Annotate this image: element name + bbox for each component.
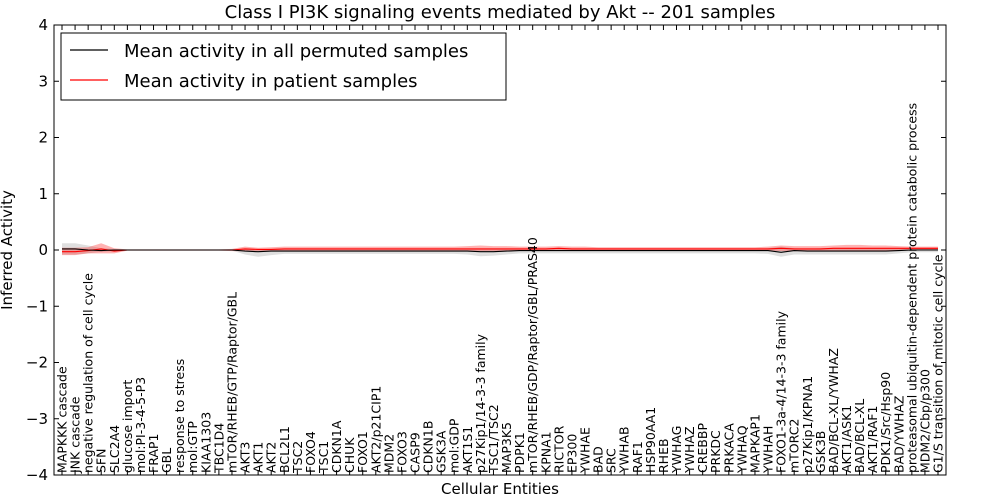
x-tick-label: TBC1D4	[211, 423, 226, 474]
x-tick-label: CASP9	[408, 432, 423, 473]
y-axis-label: Inferred Activity	[0, 190, 16, 310]
legend-box	[60, 32, 507, 101]
y-tick-label: 2	[38, 129, 48, 147]
x-tick-label: MAP3K5	[499, 422, 514, 473]
x-tick-label: PDK1/Src/Hsp90	[878, 372, 893, 473]
legend: Mean activity in all permuted samples Me…	[60, 32, 507, 101]
chart-title: Class I PI3K signaling events mediated b…	[225, 2, 776, 23]
x-tick-label: CDKN1B	[421, 421, 436, 473]
y-axis-ticks: −4 −3 −2 −1 0 1 2 3 4	[26, 16, 946, 484]
x-tick-label: FOXO1	[355, 431, 370, 473]
x-tick-label: YWHAH	[761, 426, 776, 474]
x-tick-label: AKT1	[251, 442, 266, 473]
x-tick-label: JNK cascade	[68, 396, 83, 474]
legend-label-patient: Mean activity in patient samples	[124, 71, 418, 92]
x-tick-label: AKT1/RAF1	[865, 406, 880, 473]
x-tick-label: TSC1/TSC2	[486, 404, 501, 474]
x-tick-label: mol:PI-3-4-5-P3	[133, 377, 148, 473]
x-tick-label: FOXO1-3a-4/14-3-3 family	[774, 310, 789, 473]
y-tick-label: −4	[26, 466, 48, 484]
x-tick-label: PRKDC	[708, 430, 723, 473]
x-tick-label: CHUK	[342, 437, 357, 473]
x-tick-label: PRKACA	[721, 423, 736, 473]
x-tick-label: mol:GDP	[447, 418, 462, 473]
x-tick-label: SLC2A4	[107, 425, 122, 473]
x-tick-label: RICTOR	[551, 425, 566, 473]
x-tick-label: RAF1	[630, 441, 645, 473]
x-tick-label: BAD/BCL-XL/YWHAZ	[826, 348, 841, 473]
x-tick-label: proteasomal ubiquitin-dependent protein …	[904, 103, 919, 473]
x-tick-label: mTORC2	[787, 419, 802, 473]
x-tick-label: MDM2	[381, 434, 396, 473]
x-tick-label: BAD/BCL-XL	[852, 399, 867, 473]
x-tick-label: YWHAZ	[682, 426, 697, 474]
x-tick-label: KIAA1303	[198, 412, 213, 473]
x-tick-label: glucose import	[120, 380, 135, 473]
x-tick-label: YWHAE	[578, 427, 593, 474]
x-tick-label: TSC1	[316, 441, 331, 474]
x-tick-label: YWHAG	[669, 426, 684, 474]
x-tick-label: KPNA1	[538, 431, 553, 473]
x-tick-label: YWHAQ	[734, 425, 749, 474]
x-tick-label: mol:GTP	[185, 421, 200, 473]
x-tick-label: FRAP1	[146, 434, 161, 473]
x-tick-label: BAD	[591, 446, 606, 473]
x-tick-label: GBL	[159, 448, 174, 473]
x-tick-label: CREBBP	[695, 423, 710, 473]
x-tick-label: TSC2	[290, 441, 305, 474]
x-tick-label: AKT1/ASK1	[839, 405, 854, 473]
x-tick-label: MDM2/Cbp/p300	[917, 369, 932, 473]
x-tick-label: AKT3	[238, 442, 253, 473]
x-tick-label: negative regulation of cell cycle	[81, 273, 96, 473]
x-tick-label: EP300	[564, 434, 579, 473]
y-tick-label: 0	[38, 241, 48, 259]
x-tick-label: FOXO4	[303, 431, 318, 473]
x-tick-label: response to stress	[172, 359, 187, 473]
x-tick-label: mTOR/RHEB/GDP/Raptor/GBL/PRAS40	[525, 237, 540, 473]
x-tick-label: HSP90AA1	[643, 407, 658, 473]
series-lines	[62, 247, 938, 253]
x-tick-label: MAPKAP1	[748, 414, 763, 473]
band-permuted	[62, 243, 938, 257]
x-tick-label: GSK3A	[434, 430, 449, 473]
x-tick-label: BAD/YWHAZ	[891, 396, 906, 473]
x-tick-label: BCL2L1	[277, 426, 292, 473]
x-tick-label: mTOR/RHEB/GTP/Raptor/GBL	[225, 292, 240, 473]
x-tick-label: G1/S transition of mitotic cell cycle	[931, 254, 946, 473]
x-tick-label: GSK3B	[813, 431, 828, 473]
x-tick-label: PDPK1	[512, 432, 527, 473]
y-tick-label: −2	[26, 354, 48, 372]
x-tick-label: SRC	[604, 448, 619, 473]
y-tick-label: −1	[26, 297, 48, 315]
x-axis-label: Cellular Entities	[441, 480, 559, 498]
x-tick-label: p27Kip1/14-3-3 family	[473, 333, 488, 473]
x-tick-label: CDKN1A	[329, 420, 344, 473]
y-tick-label: −3	[26, 410, 48, 428]
y-tick-label: 3	[38, 72, 48, 90]
y-tick-label: 1	[38, 185, 48, 203]
x-tick-label: p27Kip1/KPNA1	[800, 376, 815, 473]
series-line-permuted	[62, 248, 938, 253]
x-tick-label: AKT2/p21CIP1	[368, 386, 383, 473]
y-tick-label: 4	[38, 16, 48, 34]
x-tick-label: MAPKKK cascade	[55, 366, 70, 473]
x-tick-label: AKT1S1	[460, 426, 475, 473]
x-tick-label: YWHAB	[617, 426, 632, 474]
x-tick-label: AKT2	[264, 442, 279, 473]
legend-label-permuted: Mean activity in all permuted samples	[124, 41, 468, 62]
x-tick-label: RHEB	[656, 438, 671, 473]
x-tick-label: SFN	[94, 449, 109, 473]
x-tick-label: FOXO3	[394, 431, 409, 473]
